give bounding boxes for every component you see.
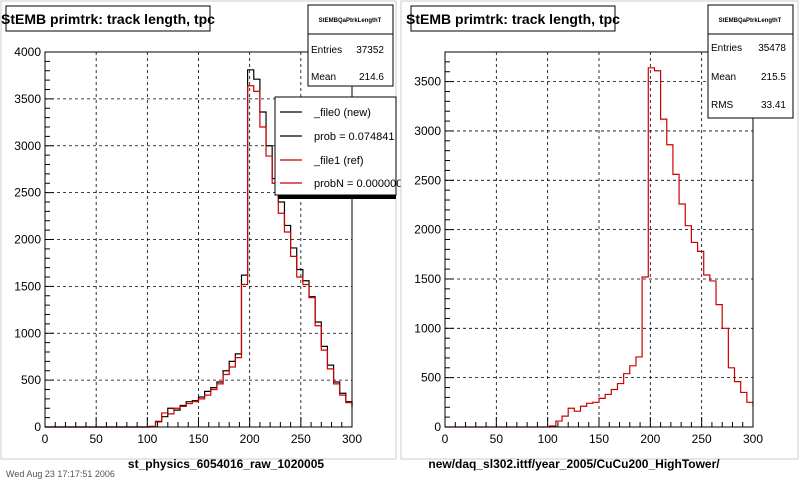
- left-histogram-panel: StEMB primtrk: track length, tpc 0 50 100 1…: [0, 0, 402, 471]
- left-legend-label-ref: _file1 (ref): [313, 155, 364, 167]
- y-tick-label: 500: [21, 373, 41, 387]
- right-x-axis-label: new/daq_sl302.ittf/year_2005/CuCu200_Hig…: [428, 457, 720, 471]
- left-stats-entries-label: Entries: [311, 45, 342, 56]
- x-tick-label: 250: [291, 432, 311, 446]
- right-stats-frame: [707, 4, 794, 119]
- x-tick-label: 100: [137, 432, 157, 446]
- left-title: StEMB primtrk: track length, tpc: [1, 11, 215, 27]
- y-tick-label: 3500: [414, 75, 441, 89]
- right-stats-box: StEMBQaPtrkLengthT Entries 35478 Mean 21…: [707, 4, 794, 119]
- left-stats-mean-value: 214.6: [359, 72, 384, 83]
- y-tick-label: 1000: [414, 321, 441, 335]
- right-title: StEMB primtrk: track length, tpc: [406, 11, 620, 27]
- footer-timestamp: Wed Aug 23 17:17:51 2006: [6, 469, 115, 479]
- left-stats-name: StEMBQaPtrkLengthT: [319, 18, 382, 24]
- x-tick-label: 100: [538, 432, 558, 446]
- y-tick-label: 3000: [14, 139, 41, 153]
- y-tick-label: 2500: [414, 173, 441, 187]
- right-stats-rms-label: RMS: [711, 100, 734, 111]
- x-tick-label: 150: [188, 432, 208, 446]
- right-stats-name: StEMBQaPtrkLengthT: [719, 18, 782, 24]
- right-title-box: [410, 5, 616, 32]
- x-tick-label: 0: [442, 432, 449, 446]
- right-histogram-panel: StEMB primtrk: track length, tpc 0 50 100 1…: [400, 0, 799, 471]
- y-tick-label: 1500: [14, 279, 41, 293]
- left-legend-label-new: _file0 (new): [313, 107, 371, 119]
- left-stats-frame: [307, 4, 394, 87]
- left-x-axis: 0 50 100 150 200 250 300: [42, 417, 362, 446]
- left-legend-frame: [274, 96, 397, 196]
- y-tick-label: 500: [421, 371, 441, 385]
- right-stats-mean-value: 215.5: [761, 72, 786, 83]
- right-stats-mean-label: Mean: [711, 72, 736, 83]
- left-legend: _file0 (new) prob = 0.074841 _file1 (ref…: [274, 96, 402, 199]
- right-stats-rms-value: 33.41: [761, 100, 786, 111]
- left-y-axis: 0 500 1000 1500 2000 2500 3000 3500 4000: [14, 45, 54, 434]
- x-tick-label: 50: [490, 432, 504, 446]
- y-tick-label: 1500: [414, 272, 441, 286]
- right-stats-entries-label: Entries: [711, 43, 742, 54]
- x-tick-label: 300: [342, 432, 362, 446]
- right-grid: [445, 52, 753, 427]
- y-tick-label: 0: [34, 420, 41, 434]
- right-stats-entries-value: 35478: [758, 43, 786, 54]
- x-tick-label: 200: [240, 432, 260, 446]
- y-tick-label: 1000: [14, 326, 41, 340]
- left-stats-box: StEMBQaPtrkLengthT Entries 37352 Mean 21…: [307, 4, 394, 87]
- left-legend-shadow: [278, 195, 396, 199]
- x-tick-label: 150: [589, 432, 609, 446]
- y-tick-label: 3000: [414, 124, 441, 138]
- x-tick-label: 50: [89, 432, 103, 446]
- right-x-axis: 0 50 100 150 200 250 300: [442, 417, 763, 446]
- left-x-axis-label: st_physics_6054016_raw_1020005: [128, 457, 324, 471]
- left-stats-mean-label: Mean: [311, 72, 336, 83]
- left-title-box: [5, 5, 211, 32]
- left-legend-label-prob: prob = 0.074841: [314, 131, 394, 143]
- y-tick-label: 3500: [14, 92, 41, 106]
- x-tick-label: 300: [743, 432, 763, 446]
- right-y-axis: 0 500 1000 1500 2000 2500 3000 3500: [414, 51, 454, 434]
- y-tick-label: 2500: [14, 186, 41, 200]
- y-tick-label: 2000: [14, 233, 41, 247]
- x-tick-label: 0: [42, 432, 49, 446]
- left-legend-label-probn: probN = 0.000000: [314, 178, 402, 190]
- x-tick-label: 250: [692, 432, 712, 446]
- x-tick-label: 200: [640, 432, 660, 446]
- y-tick-label: 0: [434, 420, 441, 434]
- y-tick-label: 4000: [14, 45, 41, 59]
- y-tick-label: 2000: [414, 223, 441, 237]
- left-stats-entries-value: 37352: [356, 45, 384, 56]
